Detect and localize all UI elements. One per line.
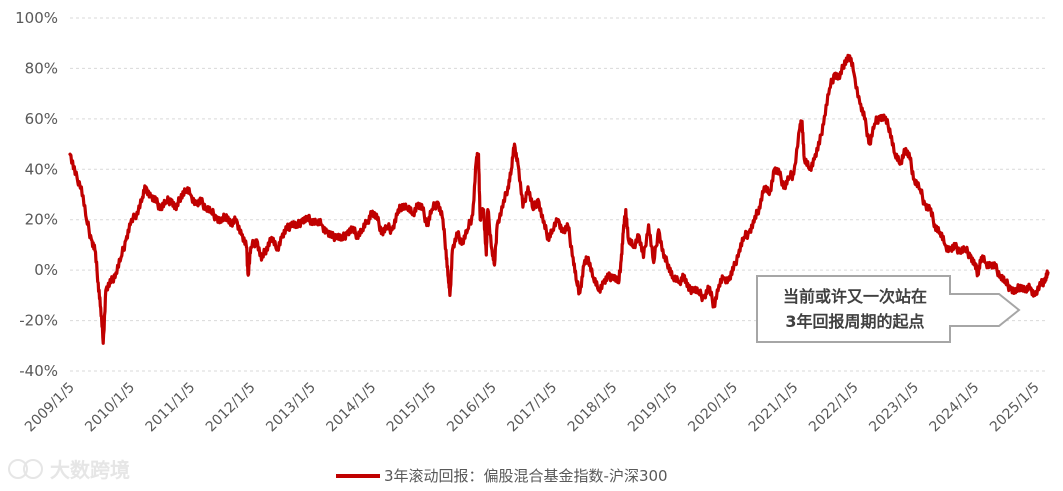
y-tick-label: 60% (25, 110, 58, 128)
y-tick-label: 0% (34, 261, 58, 279)
y-tick-label: -20% (19, 312, 58, 330)
callout-arrow-shape (756, 275, 1021, 343)
x-tick-label: 2017/1/5 (505, 380, 561, 436)
x-tick-label: 2013/1/5 (263, 380, 319, 436)
x-tick-label: 2016/1/5 (444, 380, 500, 436)
x-tick-label: 2024/1/5 (927, 380, 983, 436)
y-tick-label: 80% (25, 59, 58, 77)
x-tick-label: 2010/1/5 (82, 380, 138, 436)
callout-line-1: 当前或许又一次站在 (783, 287, 927, 306)
y-axis-ticks: 100% 80% 60% 40% 20% 0% -20% -40% (15, 9, 58, 380)
series-line (68, 53, 1050, 345)
x-tick-label: 2021/1/5 (746, 380, 802, 436)
y-tick-label: 20% (25, 211, 58, 229)
x-tick-label: 2025/1/5 (987, 380, 1043, 436)
x-tick-label: 2015/1/5 (384, 380, 440, 436)
y-tick-label: -40% (19, 362, 58, 380)
y-tick-label: 100% (15, 9, 58, 27)
callout-line-2: 3年回报周期的起点 (785, 312, 924, 331)
x-tick-label: 2009/1/5 (22, 380, 78, 436)
y-tick-label: 40% (25, 160, 58, 178)
x-tick-label: 2011/1/5 (143, 380, 199, 436)
legend: 3年滚动回报：偏股混合基金指数-沪深300 (336, 467, 668, 485)
x-tick-label: 2022/1/5 (806, 380, 862, 436)
x-tick-label: 2019/1/5 (625, 380, 681, 436)
annotation-callout: 当前或许又一次站在 3年回报周期的起点 (756, 275, 1021, 343)
watermark-logo-icon (8, 459, 43, 479)
x-tick-label: 2014/1/5 (324, 380, 380, 436)
x-tick-label: 2012/1/5 (203, 380, 259, 436)
watermark: 大数跨境 (8, 458, 130, 482)
x-axis-ticks: 2009/1/5 2010/1/5 2011/1/5 2012/1/5 2013/1/5… (22, 380, 1043, 436)
x-tick-label: 2018/1/5 (565, 380, 621, 436)
x-tick-label: 2023/1/5 (866, 380, 922, 436)
legend-label: 3年滚动回报：偏股混合基金指数-沪深300 (384, 467, 668, 485)
watermark-text: 大数跨境 (50, 458, 130, 482)
series-layer (68, 53, 1050, 345)
x-tick-label: 2020/1/5 (685, 380, 741, 436)
